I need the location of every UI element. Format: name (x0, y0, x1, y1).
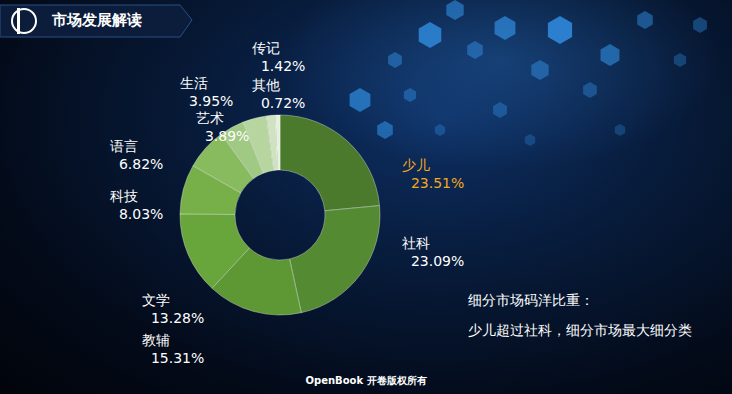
html-text:OpenBook 开卷版权所有: OpenBook 开卷版权所有 (305, 375, 427, 386)
svg-text:生活 3.95%: 生活 3.95% (180, 75, 233, 109)
svg-text:艺术 3.89%: 艺术 3.89% (196, 110, 249, 144)
svg-text:传记 1.42%: 传记 1.42% (252, 40, 305, 74)
svg-text:教辅 15.31%: 教辅 15.31% (142, 332, 204, 366)
svg-text:文学 13.28%: 文学 13.28% (142, 292, 204, 326)
svg-text:语言 6.82%: 语言 6.82% (110, 138, 163, 172)
svg-text:科技 8.03%: 科技 8.03% (110, 188, 163, 222)
svg-text:其他 0.72%: 其他 0.72% (252, 77, 305, 111)
svg-text:社科 23.09%: 社科 23.09% (402, 235, 464, 269)
svg-text:少儿 23.51%: 少儿 23.51% (402, 157, 464, 191)
html-text:少儿超过社科，细分市场最大细分类: 少儿超过社科，细分市场最大细分类 (468, 322, 692, 338)
html-text:细分市场码洋比重：: 细分市场码洋比重： (468, 292, 594, 308)
html-text:市场发展解读: 市场发展解读 (52, 11, 142, 29)
